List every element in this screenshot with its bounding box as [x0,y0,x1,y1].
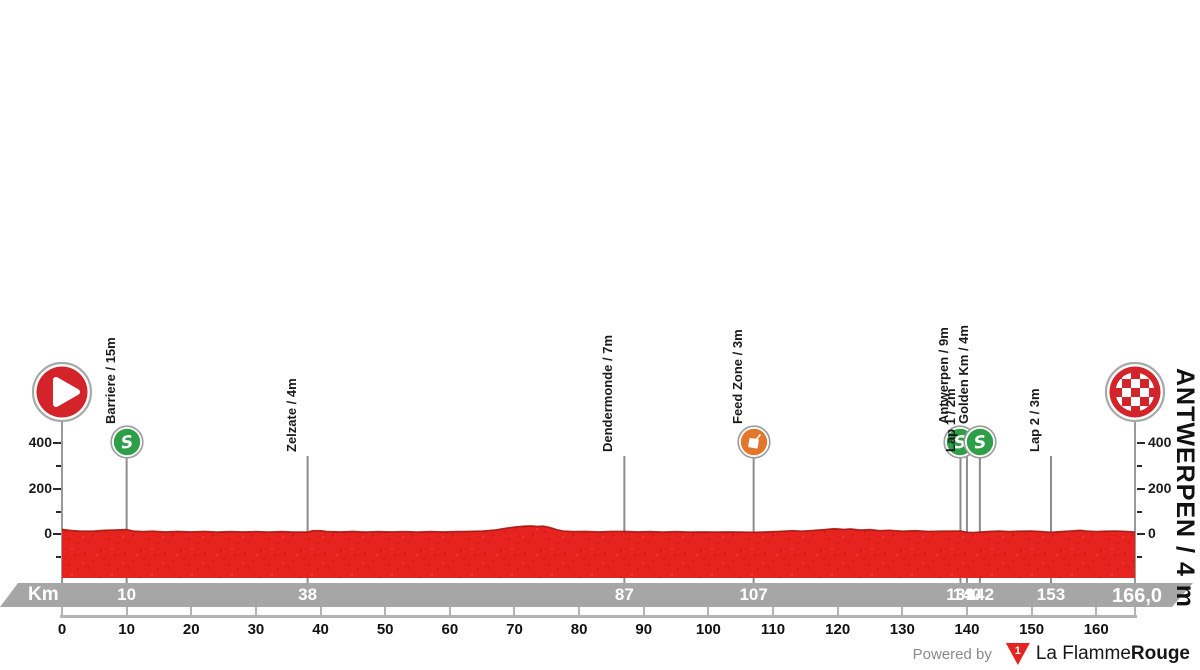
waypoint-label: Dendermonde / 7m [600,335,616,452]
km-ruler-tick [126,607,128,616]
footer-branding: Powered by 1 La Flamme Rouge [913,641,1190,667]
y-axis-label-left-0: 0 [12,525,52,541]
waypoint-label: Zelzate / 4m [284,378,300,452]
km-ruler-label: 70 [506,621,523,638]
km-ruler-tick [513,607,515,616]
km-bar-distance: 107 [739,585,767,605]
km-ruler-tick [837,607,839,616]
y-axis-tick [1137,465,1142,467]
km-ruler-tick [1095,607,1097,616]
start-marker-icon [31,361,93,428]
y-axis-label-right-400: 400 [1148,434,1171,450]
sprint-icon: S [110,425,144,464]
km-ruler-label: 120 [825,621,850,638]
y-axis-tick [1137,442,1145,444]
y-axis-tick [1137,511,1142,513]
km-ruler-tick [449,607,451,616]
km-ruler-label: 60 [441,621,458,638]
y-axis-tick [56,511,61,513]
km-ruler-tick [578,607,580,616]
km-bar-finish-distance: 166,0 [1112,585,1162,608]
km-ruler-tick [901,607,903,616]
y-axis-label-right-200: 200 [1148,480,1171,496]
km-bar-distance: 38 [298,585,317,605]
km-ruler-tick [384,607,386,616]
km-ruler-tick [61,607,63,616]
km-bar-distance: 87 [615,585,634,605]
waypoint-label: Golden Km / 4m [956,325,972,424]
km-ruler-label: 110 [761,621,785,638]
y-axis-tick [53,488,61,490]
km-ruler-label: 140 [954,621,979,638]
km-ruler-tick [643,607,645,616]
waypoint-label: Lap 2 / 3m [1027,388,1043,452]
y-axis-tick [1137,556,1142,558]
brand-logo-triangle-icon: 1 [1006,643,1030,665]
brand-name-second: Rouge [1131,643,1190,665]
waypoint-label: Barriere / 15m [103,337,119,424]
elevation-top-edge [62,526,1135,533]
finish-marker-icon [1104,361,1166,428]
powered-by-label: Powered by [913,646,992,663]
km-bar-distance: 142 [966,585,994,605]
km-ruler-label: 0 [58,621,66,638]
y-axis-tick [53,533,61,535]
y-axis-tick [56,465,61,467]
km-bar-distance: 10 [117,585,136,605]
km-ruler-label: 10 [118,621,135,638]
y-axis-tick [53,442,61,444]
y-axis-label-left-400: 400 [12,434,52,450]
y-axis-label-right-0: 0 [1148,525,1156,541]
km-ruler-label: 50 [377,621,394,638]
km-ruler-tick [255,607,257,616]
km-ruler-label: 150 [1019,621,1044,638]
brand-name-first: La Flamme [1036,643,1131,665]
km-bar-distance: 153 [1037,585,1065,605]
km-ruler-label: 30 [248,621,265,638]
km-ruler-label: 160 [1084,621,1109,638]
y-axis-tick [56,556,61,558]
km-ruler-label: 20 [183,621,200,638]
km-ruler-label: 80 [571,621,588,638]
stage-profile-canvas: AALTER / 16 m ANTWERPEN / 4 m 400 200 0 … [0,0,1200,670]
km-ruler-tick [1031,607,1033,616]
km-ruler-line [60,615,1137,618]
waypoint-label: Feed Zone / 3m [730,329,746,424]
sprint-icon: S [963,425,997,464]
km-distance-bar [0,583,1193,607]
start-town-title: AALTER / 16 m [0,386,6,576]
km-ruler-tick [772,607,774,616]
km-bar-axis-label: Km [28,584,59,606]
finish-town-title: ANTWERPEN / 4 m [1170,368,1200,608]
km-ruler-tick [966,607,968,616]
y-axis-label-left-200: 200 [12,480,52,496]
km-ruler-tick [320,607,322,616]
km-ruler-label: 100 [696,621,721,638]
km-ruler-tick [707,607,709,616]
y-axis-tick [1137,488,1145,490]
km-ruler-label: 130 [890,621,915,638]
km-ruler-tick [190,607,192,616]
y-axis-tick [1137,533,1145,535]
km-ruler-label: 40 [312,621,329,638]
km-ruler-end-tick [1134,607,1136,616]
km-ruler-label: 90 [635,621,652,638]
feed-zone-icon [737,425,771,464]
elevation-area [62,526,1135,578]
